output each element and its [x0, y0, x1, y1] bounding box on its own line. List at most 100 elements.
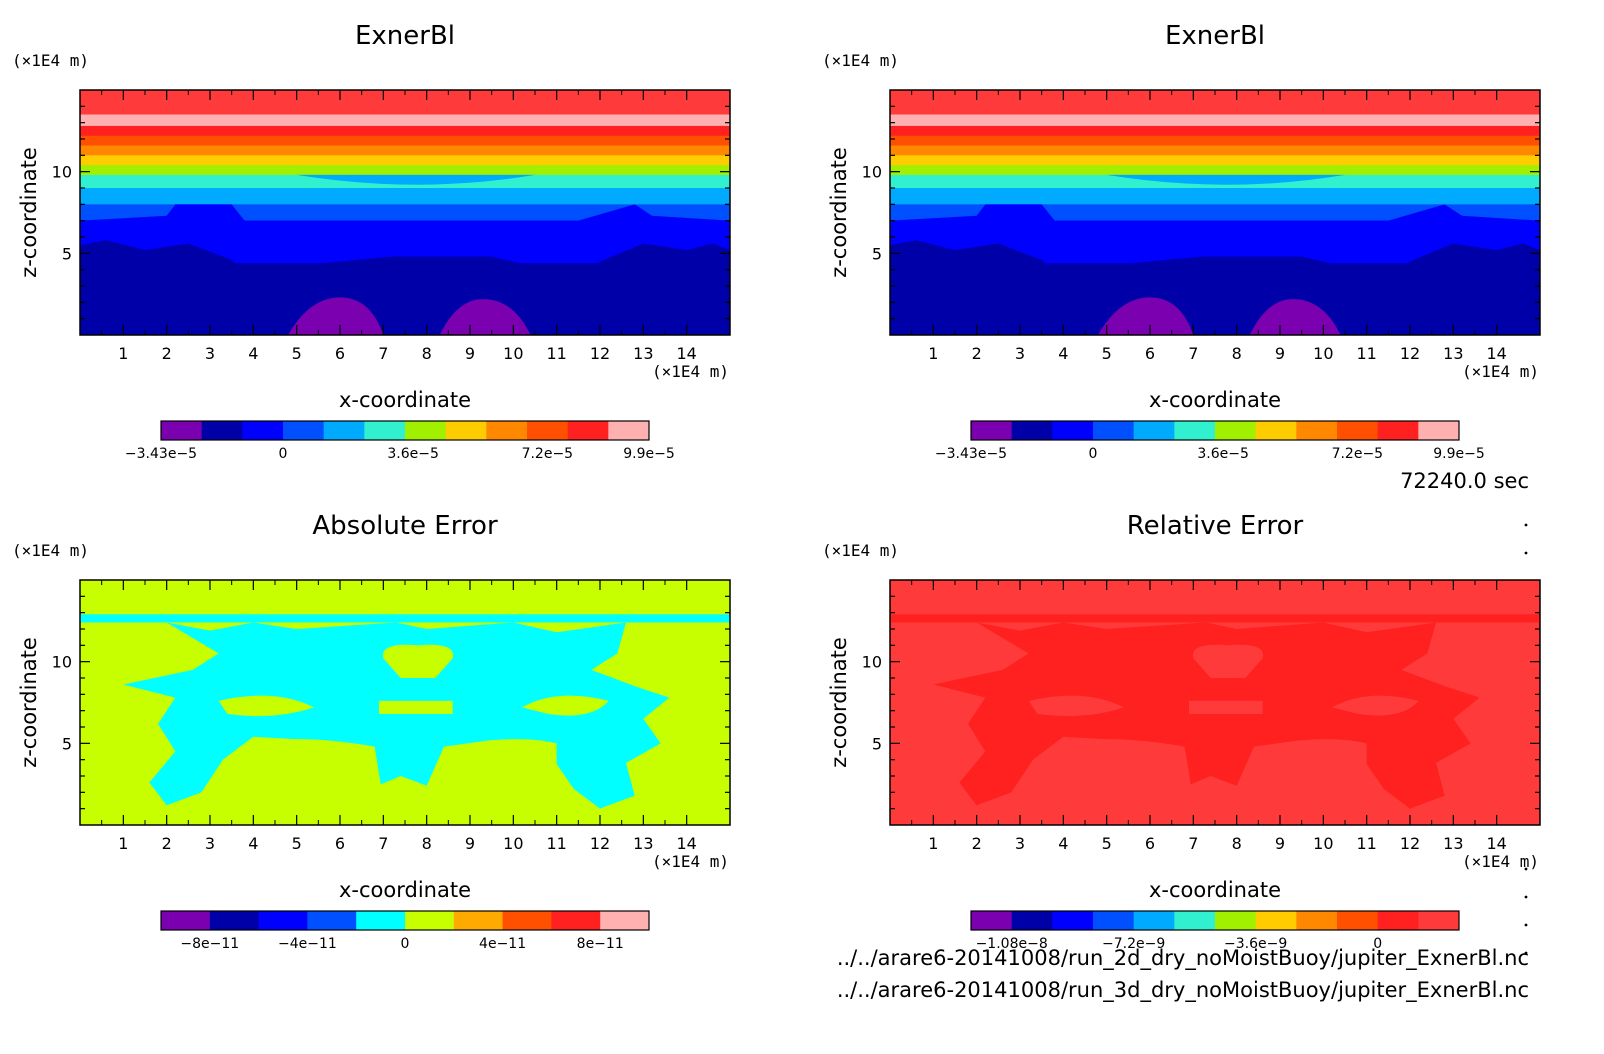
colorbar-swatch [608, 421, 650, 440]
time-label: 72240.0 sec [1400, 469, 1529, 493]
colorbar-swatch [242, 421, 284, 440]
x-tick-label: 8 [422, 834, 432, 853]
panel-title: ExnerBl [355, 21, 455, 51]
colorbar-tick-label: 0 [401, 936, 410, 952]
x-tick-label: 11 [546, 344, 566, 363]
colorbar-swatch [258, 911, 308, 930]
x-tick-label: 14 [1486, 344, 1506, 363]
contour-band [80, 135, 730, 147]
x-tick-label: 7 [1188, 344, 1198, 363]
colorbar-swatch [1255, 911, 1297, 930]
colorbar-swatch [161, 421, 203, 440]
contour-band [80, 145, 730, 157]
colorbar-tick-label: −7.2e−9 [1102, 936, 1165, 952]
dot-marker [1524, 523, 1528, 527]
colorbar-swatch [1377, 911, 1419, 930]
contour-central-blob [382, 644, 454, 678]
colorbar-swatch [567, 421, 609, 440]
colorbar-tick-label: −3.6e−9 [1224, 936, 1287, 952]
x-tick-label: 13 [633, 834, 653, 853]
x-tick-label: 4 [248, 344, 258, 363]
colorbar-tick-label: 0 [1089, 446, 1098, 462]
x-tick-label: 9 [465, 834, 475, 853]
x-unit-label: (×1E4 m) [652, 852, 729, 871]
colorbar-swatch [1296, 911, 1338, 930]
x-tick-label: 3 [205, 834, 215, 853]
colorbar-tick-label: 8e−11 [577, 936, 624, 952]
y-unit-label: (×1E4 m) [12, 541, 89, 560]
colorbar-swatch [209, 911, 260, 930]
contour-secondary-region [933, 622, 1480, 809]
x-tick-label: 5 [292, 834, 302, 853]
colorbar-frame [970, 420, 1460, 441]
contour-band [890, 204, 1540, 222]
contour-band [80, 188, 730, 206]
colorbar-swatch [1174, 911, 1216, 930]
x-tick-label: 7 [378, 834, 388, 853]
contour-band [890, 125, 1540, 137]
colorbar-swatch [551, 911, 601, 930]
contour-band [80, 204, 730, 222]
colorbar-tick-label: 4e−11 [479, 936, 526, 952]
contour-band [890, 145, 1540, 157]
contour-dip [296, 174, 535, 185]
colorbar-swatch [1093, 421, 1135, 440]
x-axis-label: x-coordinate [339, 878, 471, 902]
contour-band [890, 165, 1540, 176]
contour-central-blob [1192, 644, 1264, 678]
x-tick-label: 13 [1443, 834, 1463, 853]
colorbar-tick-label: −3.43e−5 [935, 446, 1007, 462]
colorbar-swatch [1133, 911, 1175, 930]
x-tick-label: 10 [1313, 834, 1333, 853]
file-path-1: ../../arare6-20141008/run_2d_dry_noMoist… [837, 946, 1529, 971]
x-tick-label: 12 [1400, 344, 1420, 363]
colorbar-swatch [201, 421, 243, 440]
colorbar-swatch [1011, 421, 1053, 440]
contour-field [80, 580, 730, 825]
colorbar-tick-label: 0 [1373, 936, 1382, 952]
contour-band [80, 155, 730, 167]
x-tick-label: 10 [503, 834, 523, 853]
x-tick-label: 12 [1400, 834, 1420, 853]
x-tick-label: 1 [928, 344, 938, 363]
y-unit-label: (×1E4 m) [12, 51, 89, 70]
colorbar: −1.08e−8 −7.2e−9 −3.6e−9 0 [970, 910, 1460, 952]
file-path-2: ../../arare6-20141008/run_3d_dry_noMoist… [837, 978, 1529, 1003]
colorbar-tick-label: −4e−11 [278, 936, 337, 952]
colorbar-swatch [502, 911, 552, 930]
dot-marker [1524, 951, 1528, 955]
contour-band [80, 114, 730, 127]
colorbar-swatch [1418, 421, 1460, 440]
colorbar-swatch [1093, 911, 1135, 930]
contour-band [80, 125, 730, 137]
colorbar-swatch [161, 911, 211, 930]
x-tick-label: 13 [1443, 344, 1463, 363]
x-tick-label: 14 [676, 344, 696, 363]
x-axis-label: x-coordinate [1149, 388, 1281, 412]
colorbar-swatch [1418, 911, 1460, 930]
contour-band [890, 155, 1540, 167]
contour-patch [379, 700, 453, 714]
y-tick-label: 5 [872, 244, 882, 263]
x-tick-label: 2 [972, 834, 982, 853]
contour-blue-region [890, 204, 1540, 264]
contour-navy-region [80, 240, 730, 335]
contour-band [80, 165, 730, 176]
x-tick-label: 14 [676, 834, 696, 853]
x-axis-label: x-coordinate [339, 388, 471, 412]
colorbar-swatch [445, 421, 487, 440]
contour-purple-dome [288, 297, 384, 335]
y-unit-label: (×1E4 m) [822, 51, 899, 70]
colorbar-swatch [1337, 421, 1379, 440]
colorbar-swatch [1296, 421, 1338, 440]
colorbar-tick-label: −8e−11 [180, 936, 239, 952]
colorbar-swatch [405, 421, 447, 440]
x-tick-label: 5 [1102, 834, 1112, 853]
dot-marker [1524, 923, 1528, 927]
contour-dip [1106, 174, 1345, 185]
x-unit-label: (×1E4 m) [1462, 362, 1539, 381]
x-tick-label: 1 [928, 834, 938, 853]
